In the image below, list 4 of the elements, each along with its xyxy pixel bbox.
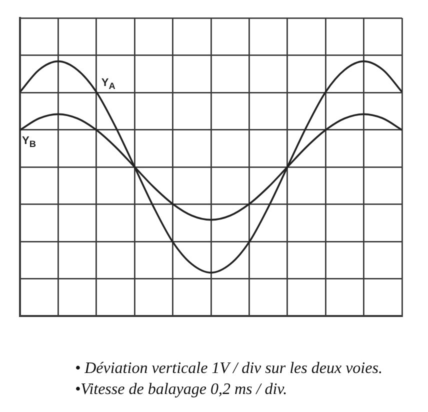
text: • Déviation verticale 1V / div sur les deux voies. (75, 359, 384, 379)
text: •Vitesse de balayage 0,2 ms / div. (75, 380, 288, 400)
series-label: Y$_{B}$ (22, 135, 36, 150)
series-label: Y$_{A}$ (101, 76, 116, 92)
